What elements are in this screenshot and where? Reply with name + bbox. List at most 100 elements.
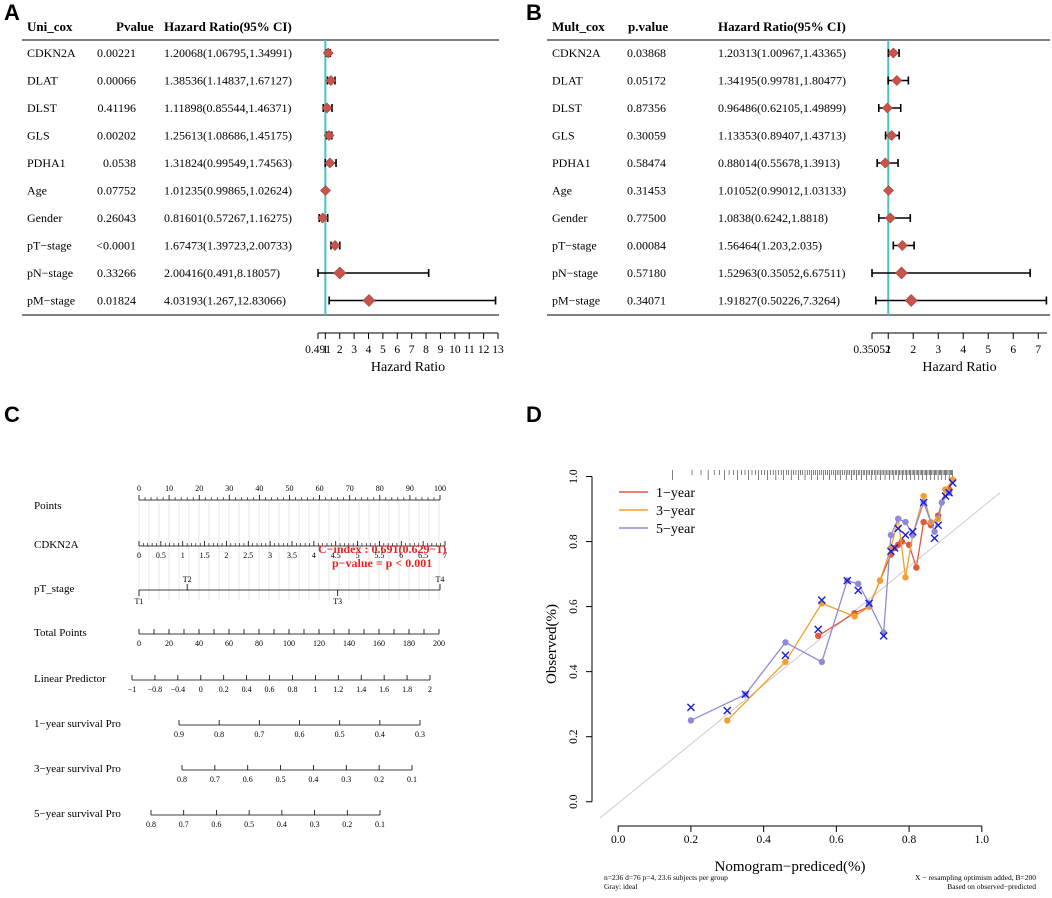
- series-point: [920, 492, 927, 500]
- series-point: [851, 613, 858, 620]
- row-pvalue: 0.03868: [627, 46, 666, 60]
- scale-tick-label: 0.4: [375, 730, 385, 739]
- column-header: Pvalue: [116, 19, 154, 34]
- row-hazard-ratio: 1.13353(0.89407,1.43713): [718, 129, 846, 143]
- x-tick-label: 1.0: [975, 834, 990, 846]
- series-point: [818, 658, 826, 666]
- series-point: [931, 528, 938, 535]
- panel-letter-a: A: [4, 0, 20, 25]
- row-pvalue: 0.31453: [627, 184, 666, 198]
- scale-tick-label: 0.4: [277, 820, 287, 829]
- scale-label: 3−year survival Pro: [34, 763, 121, 775]
- hr-marker: [333, 266, 347, 280]
- optimism-cross: [723, 706, 732, 715]
- series-point: [938, 499, 946, 506]
- hr-marker: [317, 212, 329, 224]
- scale-tick-label: 0.2: [374, 775, 384, 784]
- legend-label: 1−year: [656, 486, 695, 501]
- scale-tick-label: 90: [406, 484, 414, 493]
- optimism-cross: [930, 534, 939, 543]
- x-tick-label: 0.6: [829, 834, 844, 846]
- scale-tick-label: 0: [199, 685, 203, 694]
- row-hazard-ratio: 1.34195(0.99781,1.80477): [718, 74, 846, 88]
- column-header: Mult_cox: [552, 19, 605, 34]
- optimism-cross: [843, 576, 852, 585]
- row-name: PDHA1: [552, 156, 591, 170]
- scale-tick-label: 3.5: [287, 551, 297, 560]
- scale-tick-label: 0.2: [219, 685, 229, 694]
- scale-tick-label: T4: [436, 575, 445, 584]
- y-tick-label: 1.0: [568, 469, 580, 484]
- row-hazard-ratio: 1.01235(0.99865,1.02624): [164, 184, 292, 198]
- scale-tick-label: 50: [286, 484, 294, 493]
- scale-tick-label: 0.4: [242, 685, 252, 694]
- series-point: [902, 574, 909, 581]
- optimism-cross: [741, 690, 750, 699]
- series-point: [782, 658, 789, 666]
- x-tick-label: 2: [337, 344, 343, 356]
- scale-tick-label: 60: [316, 484, 324, 493]
- row-name: pN−stage: [27, 266, 73, 280]
- scale-tick-label: 0.6: [295, 730, 305, 739]
- x-tick-label: 0.4: [756, 834, 771, 846]
- row-name: pM−stage: [27, 294, 75, 308]
- scale-tick-label: 160: [373, 639, 385, 648]
- series-point: [909, 531, 916, 539]
- scale-tick-label: −0.4: [171, 685, 186, 694]
- series-point: [880, 629, 887, 636]
- row-pvalue: 0.07752: [97, 184, 136, 198]
- row-pvalue: 0.33266: [97, 266, 136, 280]
- x-tick-label: 7: [409, 344, 415, 356]
- scale-tick-label: 70: [346, 484, 354, 493]
- optimism-cross: [865, 599, 874, 608]
- series-point: [818, 600, 826, 607]
- hr-marker: [325, 75, 337, 86]
- x-tick-label: 9: [438, 344, 444, 356]
- forest-plot-uni-cox: Uni_cox Pvalue Hazard Ratio(95% CI) CDKN2A 0…: [22, 19, 504, 375]
- row-hazard-ratio: 0.88014(0.55678,1.3913): [718, 156, 840, 170]
- footnote-left: Gray: ideal: [604, 882, 638, 891]
- scale-tick-label: 0.1: [375, 820, 385, 829]
- row-pvalue: 0.87356: [627, 101, 666, 115]
- series-point: [814, 632, 822, 640]
- scale-tick-label: 2.5: [243, 551, 253, 560]
- ideal-line: [599, 492, 1001, 819]
- scale-tick-label: 40: [195, 639, 203, 648]
- x-tick-label: 5: [985, 344, 991, 356]
- x-tick-label: 6: [394, 344, 400, 356]
- scale-tick-label: 1.6: [379, 685, 389, 694]
- scale-tick-label: 2: [224, 551, 228, 560]
- scale-tick-label: 140: [343, 639, 355, 648]
- row-hazard-ratio: 1.56464(1.203,2.035): [718, 239, 822, 253]
- optimism-cross: [894, 524, 903, 533]
- hr-marker: [879, 157, 891, 169]
- scale-tick-label: 120: [313, 639, 325, 648]
- optimism-cross: [814, 625, 823, 634]
- scale-tick-label: 0.3: [341, 775, 351, 784]
- optimism-cross: [945, 488, 954, 497]
- optimism-cross: [686, 703, 695, 712]
- scale-tick-label: 0.5: [156, 551, 166, 560]
- scale-tick-label: 1: [181, 551, 185, 560]
- scale-tick-label: 0.3: [415, 730, 425, 739]
- legend-label: 3−year: [656, 504, 695, 519]
- row-pvalue: 0.01824: [97, 294, 136, 308]
- row-pvalue: 0.30059: [627, 129, 666, 143]
- hr-marker: [362, 294, 376, 307]
- panel-letter-b: B: [526, 0, 542, 25]
- x-tick-label: 12: [478, 344, 490, 356]
- x-tick-label: 0.491: [305, 344, 331, 356]
- x-tick-label: 0.35052: [853, 344, 891, 356]
- hr-marker: [896, 240, 908, 251]
- row-pvalue: 0.58474: [627, 156, 666, 170]
- c-index-text: C−index : 0.691(0.629−1): [318, 542, 446, 556]
- scale-tick-label: 100: [434, 484, 446, 493]
- column-header: Hazard Ratio(95% CI): [164, 19, 292, 34]
- scale-tick-label: T3: [333, 597, 342, 606]
- scale-tick-label: 4: [312, 551, 316, 560]
- x-tick-label: 1: [322, 344, 328, 356]
- scale-tick-label: 2: [428, 685, 432, 694]
- hr-marker: [323, 130, 335, 141]
- hr-marker: [321, 102, 333, 114]
